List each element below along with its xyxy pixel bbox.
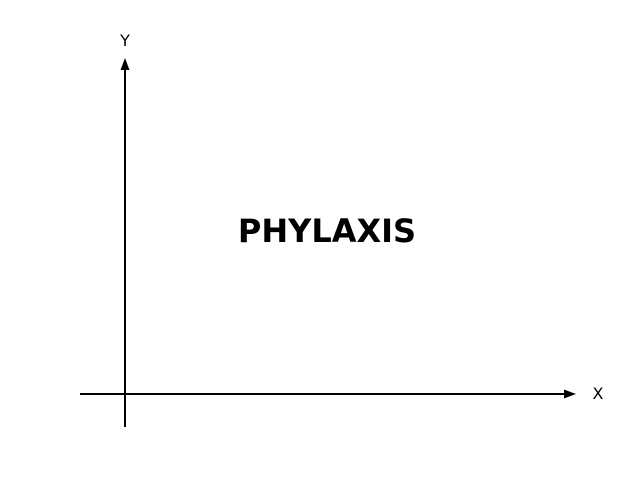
y-axis-label: Y [119,31,130,50]
y-axis-arrowhead [120,58,130,70]
x-axis-label: X [593,384,604,403]
x-axis-arrowhead [564,389,576,399]
diagram-title: PHYLAXIS [238,212,416,250]
